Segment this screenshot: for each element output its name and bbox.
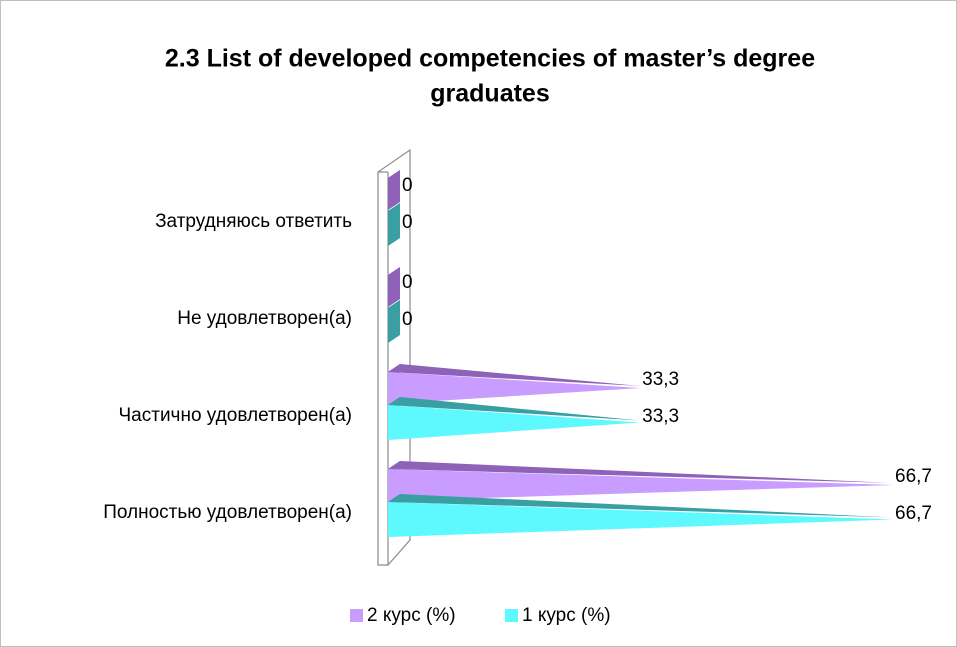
value-label: 0 [402, 212, 413, 233]
legend-label: 2 курс (%) [367, 605, 456, 626]
value-label: 33,3 [642, 369, 679, 390]
bar-top-face [388, 364, 641, 386]
bar-top-face [388, 267, 400, 289]
category-label: Затрудняюсь ответить [155, 211, 352, 232]
legend-label: 1 курс (%) [522, 605, 611, 626]
bar-top-face [388, 170, 400, 192]
category-label: Не удовлетворен(а) [177, 308, 352, 329]
value-label: 66,7 [895, 503, 932, 524]
value-label: 0 [402, 175, 413, 196]
category-label: Полностью удовлетворен(а) [103, 502, 352, 523]
value-label: 33,3 [642, 406, 679, 427]
bar-top-face [388, 203, 400, 227]
chart-title: 2.3 List of developed competencies of ma… [165, 45, 815, 73]
bar-top-face [388, 300, 400, 324]
bar [388, 469, 894, 501]
bar [388, 372, 641, 404]
bar [388, 502, 894, 537]
bar [388, 405, 641, 440]
legend-swatch [350, 609, 363, 622]
bar-top-face [388, 461, 894, 483]
value-label: 0 [402, 272, 413, 293]
legend-swatch [505, 609, 518, 622]
value-label: 66,7 [895, 466, 932, 487]
bar-top-face [388, 494, 894, 518]
chart-title: graduates [430, 80, 549, 108]
category-label: Частично удовлетворен(а) [119, 405, 352, 426]
value-label: 0 [402, 309, 413, 330]
bar-top-face [388, 397, 641, 421]
